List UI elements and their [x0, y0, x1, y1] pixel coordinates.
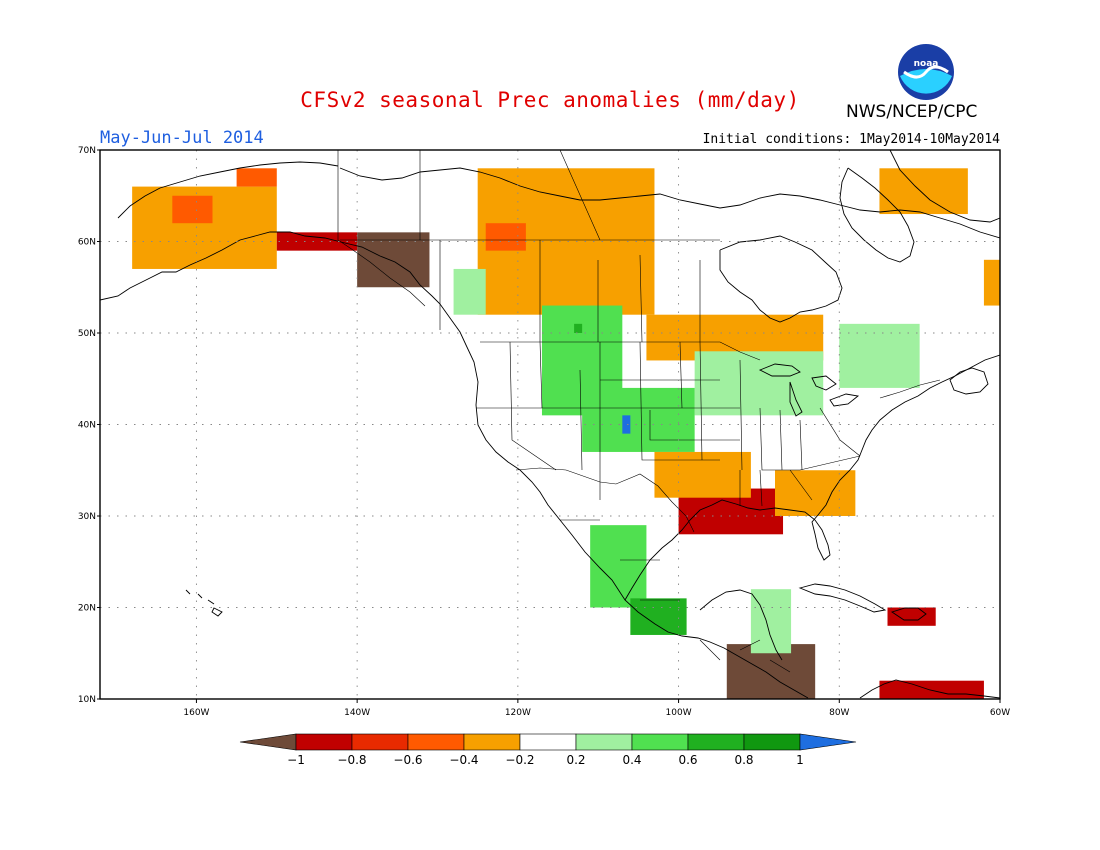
- colorbar-swatch: [463, 733, 521, 751]
- colorbar-swatch: [743, 733, 801, 751]
- north-america-coastline: [100, 231, 809, 699]
- anomaly-region-great-lakes-wet: [694, 351, 824, 416]
- newfoundland-coast: [949, 367, 989, 395]
- anomaly-region-alaska-west-core: [172, 195, 213, 224]
- hudson-bay-coast: [719, 235, 843, 323]
- lat-tick-label: 60N: [78, 238, 96, 248]
- gulf-coast: [624, 354, 1000, 601]
- political-boundaries: [337, 150, 941, 673]
- anomaly-region-alaska-central-core: [236, 168, 277, 187]
- agency-label: NWS/NCEP/CPC: [846, 102, 978, 122]
- colorbar-label: 0.6: [678, 753, 697, 767]
- anomaly-region-alaska-panhandle: [357, 232, 430, 288]
- anomaly-region-alaska-coast-dry: [276, 232, 358, 251]
- anomaly-region-bc-coast-green: [453, 268, 486, 315]
- colorbar-label: −0.4: [449, 753, 478, 767]
- hawaii-islands: [185, 589, 223, 617]
- hispaniola-coast: [890, 607, 927, 621]
- noaa-logo-text: noaa: [914, 59, 939, 69]
- lat-tick-label: 10N: [78, 695, 96, 705]
- lon-tick-label: 100W: [666, 708, 692, 718]
- axis-labels: 10N 20N 30N 40N 50N 60N 70N 160W 140W 120W 100W 80W…: [78, 146, 1010, 718]
- colorbar-label: −0.8: [337, 753, 366, 767]
- initial-conditions-label: Initial conditions: 1May2014-10May2014: [702, 132, 1000, 147]
- us-mexico-border: [515, 467, 695, 533]
- colorbar-label: −1: [287, 753, 305, 767]
- noaa-logo: noaa: [898, 44, 954, 100]
- colorbar-label: 0.8: [734, 753, 753, 767]
- chart-title: CFSv2 seasonal Prec anomalies (mm/day): [300, 88, 800, 112]
- lon-tick-label: 120W: [505, 708, 531, 718]
- lon-tick-label: 60W: [990, 708, 1010, 718]
- yucatan-coast: [699, 589, 783, 661]
- colorbar-swatch: [295, 733, 353, 751]
- lat-tick-label: 20N: [78, 604, 96, 614]
- lat-tick-label: 70N: [78, 146, 96, 156]
- alaska-north-coast: [117, 161, 339, 219]
- colorbar-arrow-low: [239, 733, 297, 751]
- lat-tick-label: 40N: [78, 421, 96, 431]
- colorbar-swatch: [519, 733, 577, 751]
- colorbar-arrow-high: [799, 733, 857, 751]
- lat-tick-label: 50N: [78, 329, 96, 339]
- anomaly-region-oklahoma-dry: [654, 451, 751, 498]
- colorbar-label: 1: [796, 753, 804, 767]
- lat-tick-label: 30N: [78, 512, 96, 522]
- colorbar-label: 0.4: [622, 753, 641, 767]
- anomaly-layer: [132, 168, 1000, 699]
- canada-province-lines: [340, 150, 720, 343]
- colorbar-label: 0.2: [566, 753, 585, 767]
- great-lakes: [758, 363, 860, 417]
- season-label: May-Jun-Jul 2014: [100, 128, 264, 148]
- colorbar-swatch: [407, 733, 465, 751]
- lon-tick-label: 140W: [344, 708, 370, 718]
- colorbar-label: −0.2: [505, 753, 534, 767]
- arctic-coast: [339, 167, 1000, 239]
- anomaly-region-mexico-west-wet: [590, 525, 647, 608]
- lon-tick-label: 80W: [829, 708, 849, 718]
- colorbar-swatch: [687, 733, 745, 751]
- south-america-coast: [859, 679, 1000, 699]
- anomaly-region-mexico-south-wet: [630, 598, 687, 635]
- cuba-coast: [798, 583, 887, 613]
- colorbar-label: −0.6: [393, 753, 422, 767]
- greenland-coast: [889, 150, 1000, 223]
- anomaly-region-colorado-wet: [582, 387, 695, 452]
- anomaly-region-colorado-core: [622, 415, 631, 434]
- colorbar-swatch: [575, 733, 633, 751]
- anomaly-region-yukon-nwt-core: [485, 223, 526, 251]
- anomaly-region-labrador-dry: [983, 259, 1000, 306]
- alaska-canada-border: [337, 150, 426, 307]
- colorbar-swatch: [351, 733, 409, 751]
- anomaly-region-montana-core: [574, 323, 583, 333]
- anomaly-region-yucatan-wet: [750, 589, 792, 654]
- anomaly-region-quebec-wet: [839, 323, 920, 388]
- coastline-layer: [100, 150, 1000, 699]
- mexico-state-lines: [560, 519, 791, 673]
- colorbar-swatch: [631, 733, 689, 751]
- lon-tick-label: 160W: [183, 708, 209, 718]
- baffin-coast: [839, 167, 915, 263]
- us-state-lines: [476, 341, 861, 507]
